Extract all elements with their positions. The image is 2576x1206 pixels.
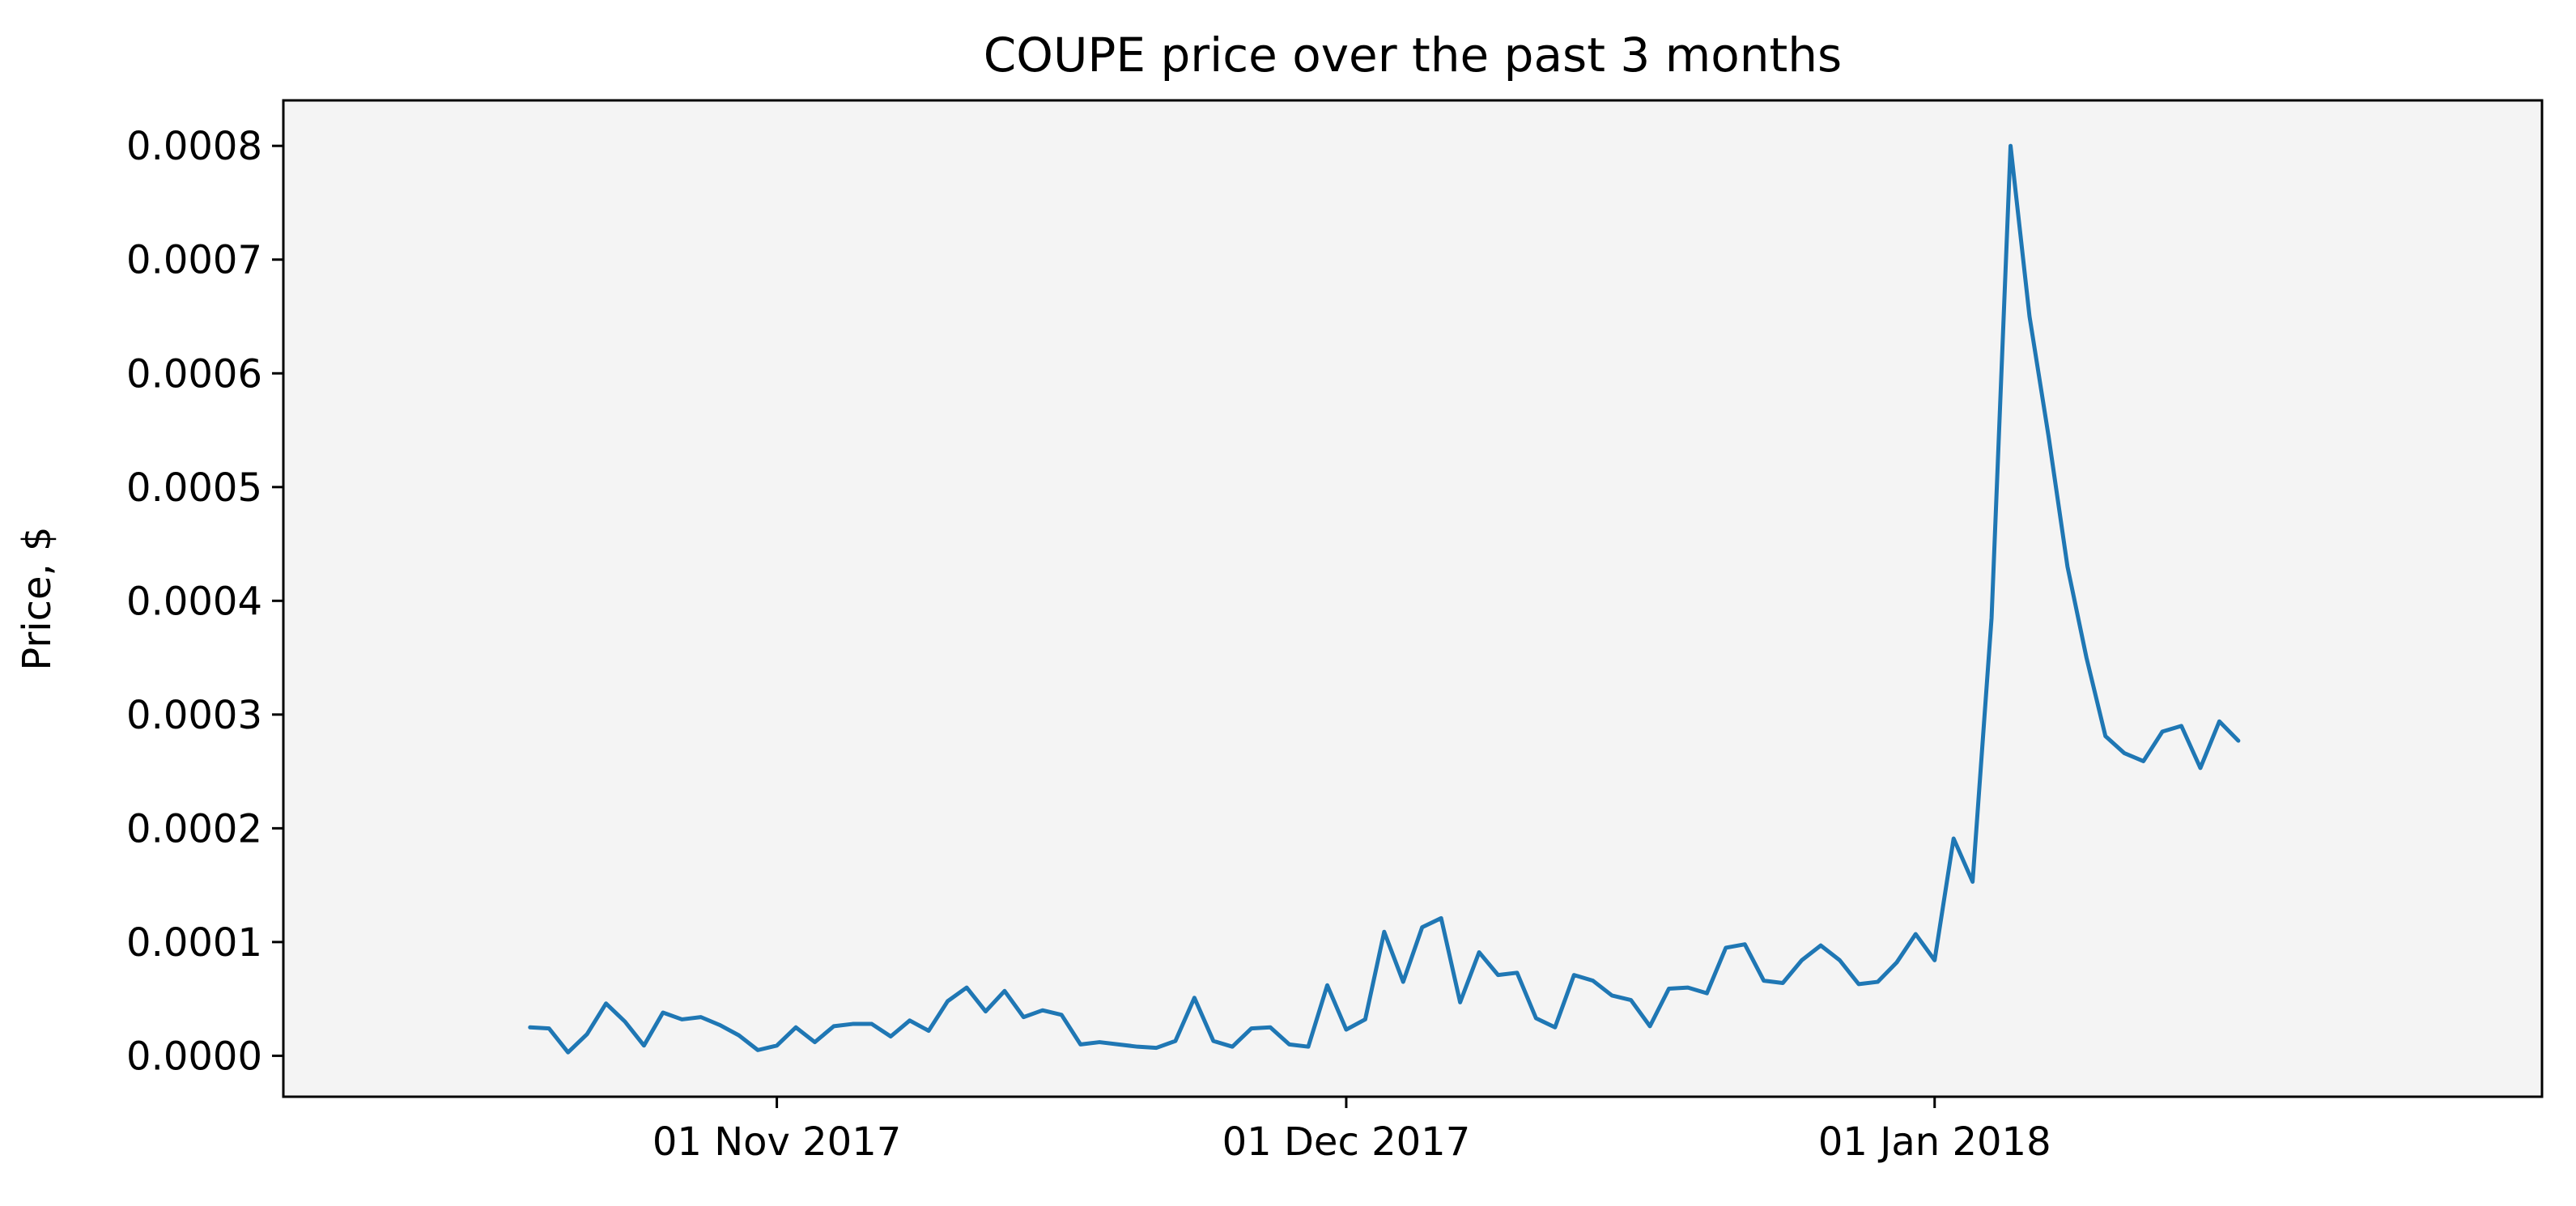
price-line-series <box>528 143 2241 1055</box>
y-tick-label: 0.0002 <box>126 806 262 851</box>
y-tick-label: 0.0005 <box>126 465 262 511</box>
x-tick-label: 01 Dec 2017 <box>1222 1119 1471 1165</box>
y-tick-label: 0.0000 <box>126 1034 262 1079</box>
x-tick-label: 01 Nov 2017 <box>653 1119 901 1165</box>
y-tick-label: 0.0003 <box>126 693 262 738</box>
y-tick-label: 0.0008 <box>126 124 262 169</box>
y-axis-label: Price, $ <box>15 526 60 670</box>
x-axis: 01 Nov 2017 01 Dec 2017 01 Jan 2018 <box>653 1097 2051 1165</box>
chart-title: COUPE price over the past 3 months <box>984 28 1842 83</box>
y-axis: 0.0000 0.0001 0.0002 0.0003 0.0004 0.0005 0.00… <box>126 124 283 1079</box>
x-tick-label: 01 Jan 2018 <box>1818 1119 2051 1165</box>
y-tick-label: 0.0007 <box>126 238 262 283</box>
y-tick-label: 0.0006 <box>126 351 262 397</box>
y-tick-label: 0.0004 <box>126 579 262 624</box>
plot-frame <box>282 99 2544 1098</box>
plot-background <box>283 100 2542 1097</box>
y-tick-label: 0.0001 <box>126 920 262 966</box>
